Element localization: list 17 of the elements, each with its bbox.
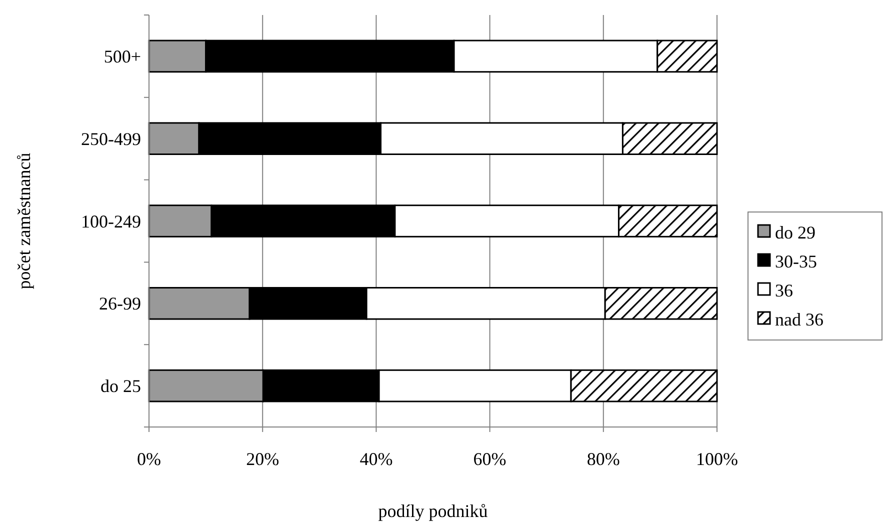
x-axis-title: podíly podniků [378,501,488,521]
x-tick-label: 20% [246,449,280,469]
x-tick-label: 100% [696,449,738,469]
legend-label: 30-35 [775,251,817,272]
x-tick-label: 60% [473,449,506,469]
y-tick-label: do 25 [100,376,141,396]
x-tick-label: 40% [360,449,393,469]
x-tick-label: 80% [586,449,620,469]
y-tick-label: 26-99 [99,294,141,314]
legend-label: nad 36 [775,309,824,330]
y-tick-label: 500+ [104,46,141,66]
y-tick-label: 250-499 [81,128,141,149]
legend-label: do 29 [775,222,816,242]
legend-label: 36 [775,280,793,300]
x-tick-label: 0% [137,449,161,469]
y-tick-label: 100-249 [81,211,141,232]
y-axis-title: počet zaměstnanců [14,152,34,290]
